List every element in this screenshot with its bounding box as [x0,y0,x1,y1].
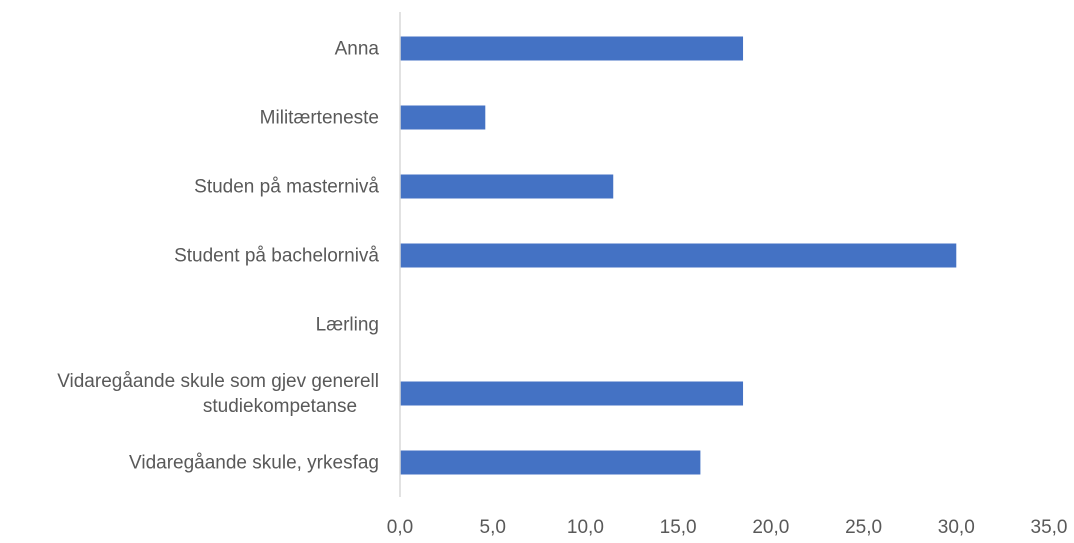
category-label-milit-rteneste: Militærteneste [260,108,379,129]
category-label-vidaregaande-skule-yrkesfag: Vidaregåande skule, yrkesfag [129,453,379,474]
x-tick-label-20: 20,0 [752,517,789,538]
category-label-l-rling: Lærling [316,315,379,336]
bar-milit-rteneste [400,105,486,130]
x-tick-label-10: 10,0 [567,517,604,538]
x-tick-label-0: 0,0 [387,517,413,538]
bar-studen-pa-masterniva [400,174,614,199]
category-labels-group: Anna Militærteneste Studen på masternivå St… [57,39,379,474]
x-tick-label-15: 15,0 [660,517,697,538]
bar-vidaregaande-skule-som-gjev-generell-studiekompetanse [400,381,744,406]
tick-labels-group: 0,0 5,0 10,0 15,0 20,0 25,0 30,0 35,0 [387,517,1068,538]
x-tick-label-25: 25,0 [845,517,882,538]
x-tick-label-35: 35,0 [1031,517,1068,538]
bars-group [400,36,957,475]
x-tick-label-30: 30,0 [938,517,975,538]
category-label-studen-pa-masterniva: Studen på masternivå [194,177,379,198]
bar-anna [400,36,744,61]
category-label-student-pa-bachelorniva: Student på bachelornivå [174,246,379,267]
bar-vidaregaande-skule-yrkesfag [400,450,701,475]
bar-student-pa-bachelorniva [400,243,957,268]
x-tick-label-5: 5,0 [480,517,506,538]
category-label-vidaregaande-skule-som-gjev-generell-studiekompetanse: Vidaregåande skule som gjev generell stud… [57,371,379,417]
category-label-anna: Anna [335,39,380,60]
